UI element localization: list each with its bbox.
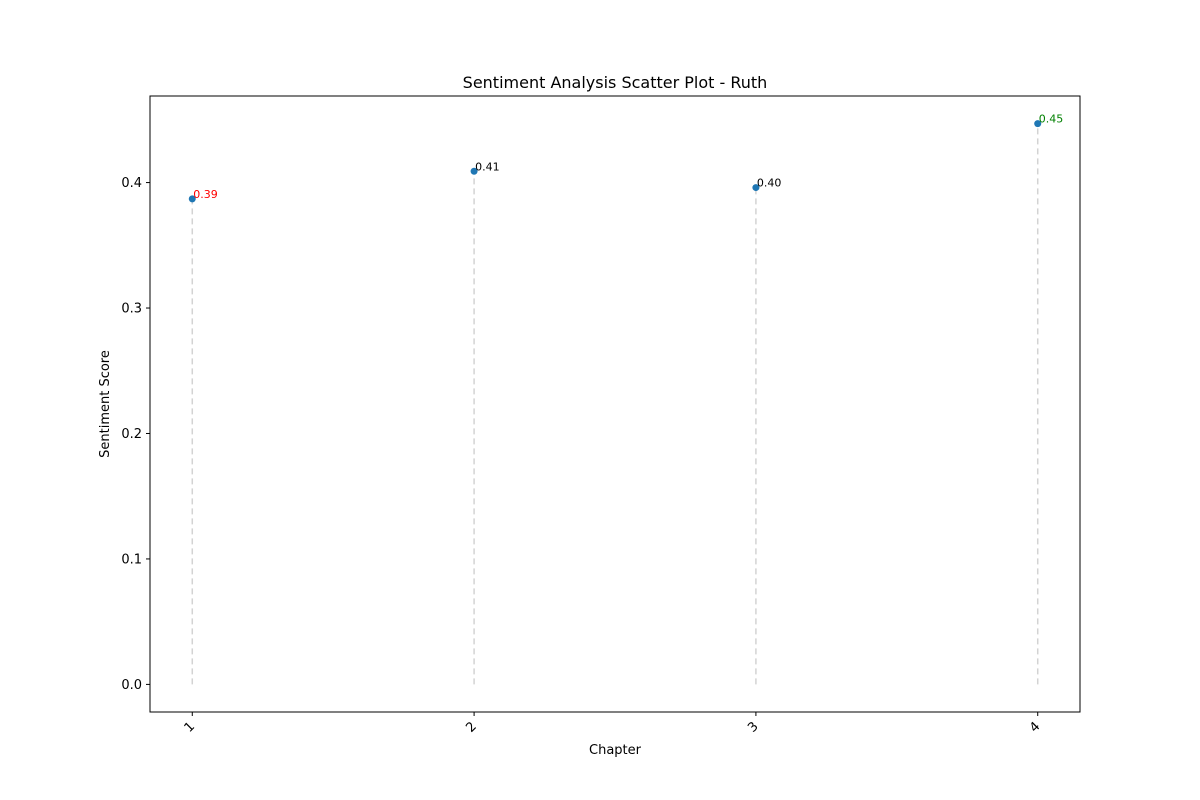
x-axis: 1 2 3 4 xyxy=(182,712,1043,736)
data-point xyxy=(188,195,196,203)
y-tick-label: 0.3 xyxy=(121,302,142,317)
data-label: 0.39 xyxy=(193,188,218,201)
y-tick-label: 0.1 xyxy=(121,552,142,567)
plot-area: 0.39 0.41 0.40 0.45 xyxy=(188,113,1064,685)
axes-frame xyxy=(149,95,1081,713)
y-axis-label: Sentiment Score xyxy=(98,350,113,458)
x-axis-label: Chapter xyxy=(589,743,642,758)
data-point xyxy=(752,184,760,192)
x-tick-label: 3 xyxy=(745,719,761,735)
y-axis: 0.0 0.1 0.2 0.3 0.4 xyxy=(121,176,150,693)
x-tick-label: 1 xyxy=(182,719,198,735)
y-tick-label: 0.2 xyxy=(121,427,142,442)
data-label: 0.41 xyxy=(475,160,500,173)
data-label: 0.40 xyxy=(757,177,782,190)
x-tick-label: 2 xyxy=(463,719,479,735)
data-label: 0.45 xyxy=(1039,113,1064,126)
y-tick-label: 0.0 xyxy=(121,678,142,693)
data-point xyxy=(1034,120,1042,128)
x-tick-label: 4 xyxy=(1027,719,1043,735)
chart-title: Sentiment Analysis Scatter Plot - Ruth xyxy=(463,73,768,92)
data-point xyxy=(470,167,478,175)
y-tick-label: 0.4 xyxy=(121,176,142,191)
